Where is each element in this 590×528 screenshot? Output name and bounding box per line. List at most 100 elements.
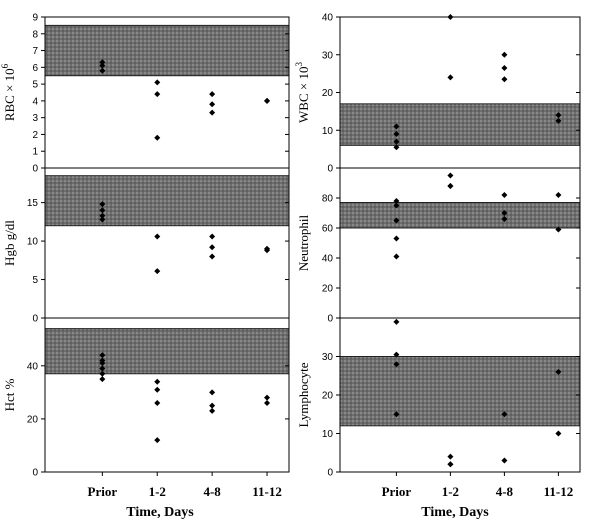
data-point: [393, 144, 400, 151]
left-x-axis-title: Time, Days: [126, 505, 194, 520]
y-tick-label: 5: [32, 80, 38, 91]
data-point: [393, 198, 400, 204]
panel-frame: [44, 317, 290, 473]
x-category-label: Prior: [88, 484, 118, 499]
data-point: [209, 233, 216, 240]
data-point: [501, 210, 508, 216]
data-point: [501, 51, 508, 58]
y-tick-label: 2: [32, 130, 38, 141]
y-tick-label: 0: [327, 164, 333, 175]
y-tick-label: 9: [32, 13, 38, 24]
y-axis-label: RBC × 106: [0, 63, 17, 121]
data-point: [501, 64, 508, 71]
data-point: [555, 192, 562, 198]
y-tick-label: 30: [322, 352, 334, 363]
data-point: [264, 399, 271, 406]
panel-right-middle: 0 20 40 60 80 Neutrophil: [296, 167, 581, 325]
data-point: [447, 14, 454, 20]
data-point: [209, 253, 216, 260]
data-point: [99, 360, 106, 367]
y-axis-label-text: Neutrophil: [296, 214, 311, 271]
data-point: [99, 67, 106, 74]
y-tick-label: 40: [322, 254, 334, 265]
y-tick-label: 0: [327, 314, 333, 325]
data-point: [154, 91, 161, 98]
y-tick-label: 4: [32, 96, 38, 107]
data-point: [99, 59, 106, 66]
data-point: [501, 76, 508, 83]
y-tick-label: 60: [322, 224, 334, 235]
data-point: [393, 131, 400, 138]
data-point: [99, 212, 106, 219]
y-axis-label-superscript: 3: [294, 62, 304, 67]
data-point: [99, 201, 106, 208]
data-point: [99, 376, 106, 383]
data-point: [99, 62, 106, 69]
y-tick-label: 0: [32, 314, 38, 325]
panel-right-top: 0 10 20 30 40 WBC × 103: [294, 13, 581, 175]
x-category-label: 11-12: [544, 484, 574, 499]
data-point: [209, 91, 216, 98]
y-tick-label: 20: [27, 414, 39, 425]
y-tick-label: 0: [327, 468, 333, 479]
data-point: [393, 361, 400, 368]
y-tick-label: 0: [32, 164, 38, 175]
data-point: [154, 268, 161, 275]
data-point: [393, 351, 400, 358]
data-point: [447, 453, 454, 460]
data-point: [264, 97, 271, 104]
y-axis-label-text: Lymphocyte: [296, 362, 311, 427]
normal-range-band: [44, 175, 290, 227]
y-tick-label: 15: [27, 198, 39, 209]
data-point: [154, 134, 161, 141]
data-point: [393, 123, 400, 130]
data-point: [209, 244, 216, 251]
data-point: [555, 117, 562, 124]
y-axis-label-text: RBC × 10: [2, 68, 17, 121]
data-point: [501, 192, 508, 198]
data-point: [393, 138, 400, 145]
x-category-label: Prior: [382, 484, 412, 499]
data-point: [447, 74, 454, 81]
y-axis-label-text: WBC × 10: [296, 67, 311, 123]
data-point: [447, 183, 454, 189]
right-x-axis-title: Time, Days: [421, 505, 489, 520]
y-tick-label: 1: [32, 147, 38, 158]
data-point: [154, 233, 161, 240]
data-point: [209, 407, 216, 414]
data-point: [99, 207, 106, 214]
y-tick-label: 6: [32, 63, 38, 74]
data-point: [99, 370, 106, 377]
y-tick-label: 20: [322, 391, 334, 402]
data-point: [154, 378, 161, 385]
y-tick-label: 20: [322, 284, 334, 295]
panel-frame: [339, 167, 581, 319]
panel-left-bottom: 0 20 40 Hct %: [2, 317, 290, 479]
y-tick-label: 10: [322, 429, 334, 440]
y-tick-label: 10: [322, 126, 334, 137]
x-category-label: 1-2: [442, 484, 459, 499]
data-point: [99, 365, 106, 372]
normal-range-band: [44, 24, 290, 77]
data-point: [154, 386, 161, 393]
y-axis-label: Lymphocyte: [296, 362, 311, 427]
data-point: [501, 216, 508, 222]
y-tick-label: 80: [322, 194, 334, 205]
data-point: [99, 216, 106, 223]
panel-right-bottom: 0 10 20 30 Lymphocyte: [296, 317, 581, 479]
data-point: [154, 399, 161, 406]
data-point: [264, 247, 271, 254]
y-axis-label-text: Hct %: [2, 378, 17, 411]
data-point: [154, 79, 161, 86]
data-point: [555, 226, 562, 233]
y-tick-label: 20: [322, 88, 334, 99]
normal-range-band: [339, 103, 581, 146]
panel-left-middle: 0 5 10 15 Hgb g/dl: [2, 167, 290, 325]
data-point: [501, 411, 508, 418]
data-point: [393, 318, 400, 325]
data-point: [209, 402, 216, 409]
y-axis-label-superscript: 6: [0, 63, 10, 68]
x-category-label: 11-12: [252, 484, 282, 499]
y-tick-label: 40: [322, 13, 334, 24]
